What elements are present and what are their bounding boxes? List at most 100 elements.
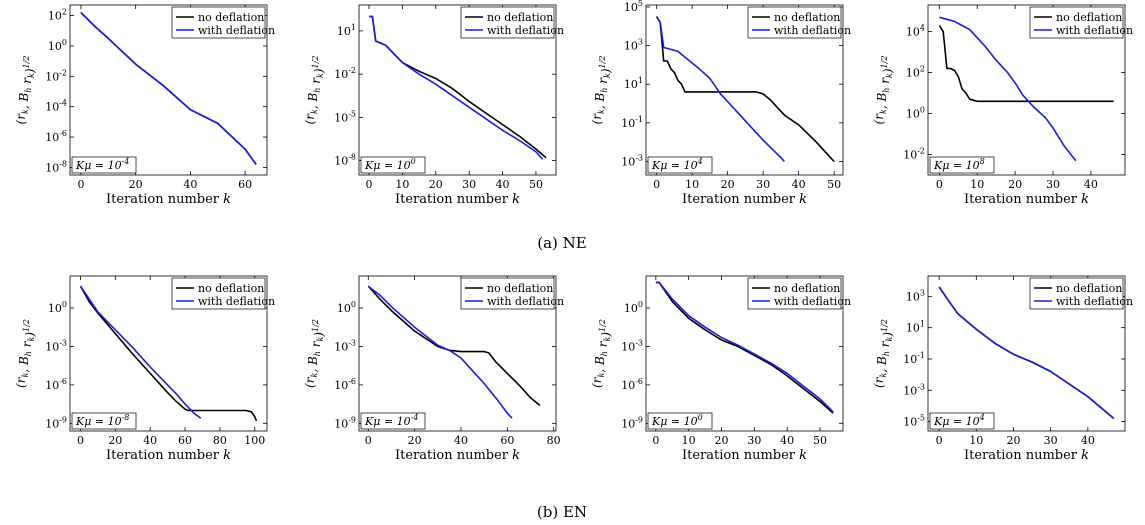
- annotation: Kμ = 104: [929, 412, 995, 430]
- annotation: Kμ = 108: [929, 156, 995, 174]
- legend-entry: with deflation: [487, 295, 564, 308]
- legend-entry: no deflation: [198, 11, 264, 24]
- series-line-with-deflation: [79, 285, 202, 419]
- annotation-text: Kμ = 108: [933, 157, 985, 172]
- x-tick-label: 40: [792, 178, 806, 191]
- legend-entry: no deflation: [198, 282, 264, 295]
- legend-box: [171, 277, 266, 310]
- series-line-with-deflation: [655, 281, 834, 413]
- x-tick-label: 80: [547, 434, 561, 447]
- annotation: Kμ = 10-8: [71, 412, 137, 430]
- y-axis-label: (rk, Bh rk)1/2: [14, 56, 37, 125]
- x-tick-label: 0: [365, 434, 372, 447]
- annotation-text: Kμ = 10-4: [364, 413, 418, 428]
- plot-frame: [358, 4, 557, 176]
- legend-box: [460, 277, 555, 310]
- legend-box: [460, 6, 555, 39]
- legend-entry: no deflation: [1056, 282, 1122, 295]
- legend-entry: with deflation: [774, 24, 851, 37]
- x-tick-label: 0: [366, 178, 373, 191]
- y-axis-label: (rk, Bh rk)1/2: [303, 319, 326, 388]
- x-tick-label: 0: [77, 178, 84, 191]
- caption-b: (b) EN: [537, 503, 587, 521]
- y-axis-label: (rk, Bh rk)1/2: [872, 56, 895, 125]
- x-tick-label: 20: [129, 178, 143, 191]
- series-line-no-deflation: [367, 285, 541, 407]
- annotation-box: [647, 412, 713, 430]
- annotation-text: Kμ = 10-8: [75, 413, 129, 428]
- y-tick-label: 102: [48, 8, 67, 23]
- x-tick-label: 40: [780, 434, 794, 447]
- annotation-box: [71, 412, 137, 430]
- y-tick-label: 10-6: [45, 129, 67, 144]
- legend-box: [747, 6, 842, 39]
- x-tick-label: 50: [529, 178, 543, 191]
- y-tick-label: 105: [624, 0, 643, 14]
- legend-entry: no deflation: [487, 11, 553, 24]
- series-line-with-deflation: [939, 16, 1077, 162]
- y-tick-label: 10-5: [903, 414, 925, 429]
- y-tick-label: 101: [337, 23, 356, 38]
- x-tick-label: 100: [244, 434, 265, 447]
- y-tick-label: 10-3: [903, 382, 925, 397]
- x-tick-label: 0: [77, 434, 84, 447]
- series-line-with-deflation: [369, 15, 544, 160]
- y-tick-label: 10-6: [334, 377, 356, 392]
- series-line-no-deflation: [79, 285, 258, 422]
- y-tick-label: 10-2: [903, 147, 925, 162]
- series-line-with-deflation: [367, 285, 513, 419]
- annotation-box: [929, 412, 995, 430]
- x-tick-label: 60: [178, 434, 192, 447]
- legend-box: [1029, 277, 1124, 310]
- x-axis-label: Iteration number k: [682, 192, 807, 207]
- x-tick-label: 40: [183, 178, 197, 191]
- y-axis-label: (rk, Bh rk)1/2: [590, 56, 613, 125]
- series-line-no-deflation: [938, 25, 1114, 103]
- y-tick-label: 100: [48, 38, 67, 53]
- annotation: Kμ = 10-4: [360, 412, 426, 430]
- y-tick-label: 10-9: [621, 415, 643, 430]
- x-tick-label: 0: [936, 178, 943, 191]
- annotation-box: [360, 412, 426, 430]
- x-tick-label: 20: [715, 434, 729, 447]
- annotation-text: Kμ = 104: [651, 157, 703, 172]
- y-tick-label: 10-9: [45, 415, 67, 430]
- chart-panel-3: 0 10 20 30 40 50 105 103 101 10-1 10-3 no deflation…: [590, 0, 851, 207]
- x-tick-label: 30: [1044, 434, 1058, 447]
- y-tick-label: 10-2: [334, 66, 356, 81]
- series-line-no-deflation: [655, 281, 834, 414]
- x-tick-label: 50: [827, 178, 841, 191]
- annotation: Kμ = 100: [360, 156, 426, 174]
- x-tick-label: 80: [213, 434, 227, 447]
- legend-entry: no deflation: [774, 11, 840, 24]
- y-axis-label: (rk, Bh rk)1/2: [590, 319, 613, 388]
- y-tick-label: 10-1: [621, 115, 643, 130]
- x-tick-label: 40: [496, 178, 510, 191]
- x-tick-label: 30: [756, 178, 770, 191]
- plot-frame: [69, 4, 268, 176]
- legend-box: [747, 277, 842, 310]
- y-tick-label: 100: [624, 300, 643, 315]
- y-tick-label: 102: [906, 65, 925, 80]
- plot-frame: [645, 275, 844, 432]
- y-tick-label: 101: [624, 76, 643, 91]
- y-tick-label: 10-6: [621, 377, 643, 392]
- x-tick-label: 30: [747, 434, 761, 447]
- x-tick-label: 10: [395, 178, 409, 191]
- chart-panel-2: 0 10 20 30 40 50 101 10-2 10-5 10-8 no deflationwi…: [303, 4, 564, 207]
- caption-a: (a) NE: [537, 234, 587, 252]
- y-axis-label: (rk, Bh rk)1/2: [303, 56, 326, 125]
- legend-box: [171, 6, 266, 39]
- y-tick-label: 10-9: [334, 415, 356, 430]
- y-tick-label: 100: [906, 106, 925, 121]
- y-tick-label: 101: [906, 320, 925, 335]
- y-tick-label: 103: [624, 38, 643, 53]
- series-line-with-deflation: [655, 16, 785, 163]
